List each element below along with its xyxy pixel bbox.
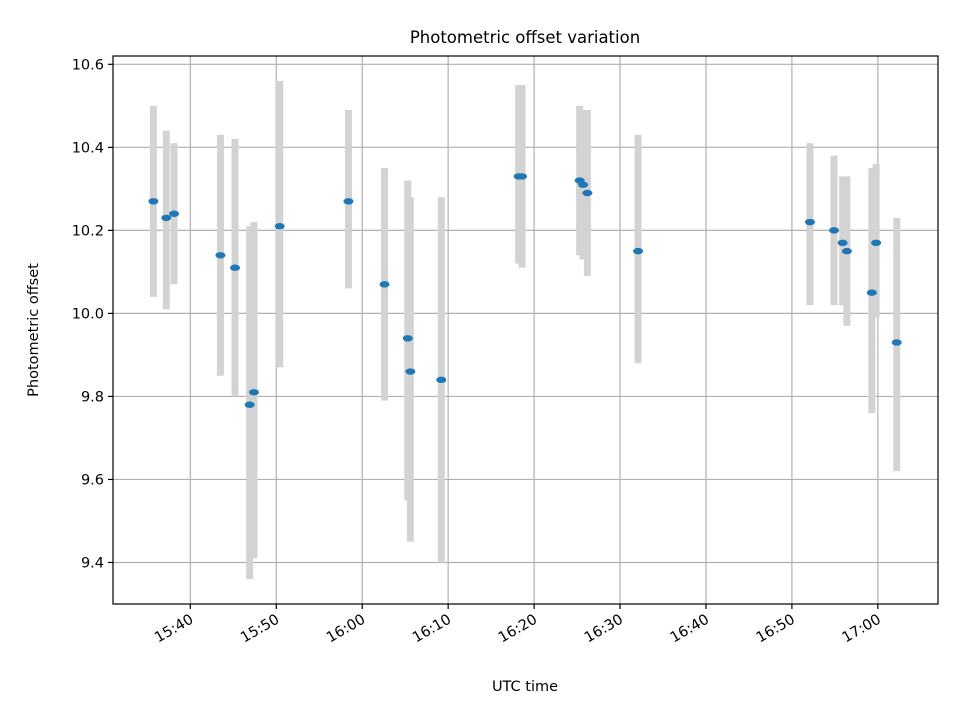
chart-title: Photometric offset variation [410, 28, 640, 47]
data-point [871, 239, 882, 247]
y-tick-label: 10.6 [72, 57, 104, 73]
y-tick-label: 10.2 [72, 223, 104, 239]
plot-frame [112, 55, 939, 605]
data-point [837, 239, 848, 247]
data-point [244, 401, 255, 408]
x-axis-label: UTC time [492, 679, 558, 695]
data-point [804, 218, 815, 226]
point-layer [148, 173, 902, 408]
data-point [379, 281, 390, 288]
data-point [582, 189, 593, 197]
data-point [891, 339, 902, 346]
y-tick-label: 9.8 [81, 389, 104, 405]
data-point [148, 198, 159, 205]
data-point [230, 264, 241, 271]
y-tick-label: 9.4 [81, 555, 104, 571]
data-point [215, 252, 226, 259]
data-point [436, 376, 447, 384]
data-point [633, 247, 644, 255]
data-point [517, 173, 528, 180]
data-point [402, 335, 413, 342]
x-tick-label: 16:50 [754, 612, 798, 647]
x-tick-label: 17:00 [840, 612, 884, 647]
data-point [248, 389, 259, 396]
x-tick-label: 16:00 [324, 612, 368, 647]
data-point [866, 289, 877, 296]
x-tick-label: 16:10 [410, 612, 454, 647]
data-point [841, 247, 852, 255]
x-tick-label: 15:50 [238, 612, 282, 647]
y-tick-label: 10.4 [72, 140, 104, 156]
x-tick-label: 16:30 [582, 612, 626, 647]
data-point [829, 227, 840, 234]
x-tick-label: 16:40 [668, 612, 712, 647]
y-tick-label: 9.6 [81, 472, 104, 488]
x-tick-label: 16:20 [496, 612, 540, 647]
data-point [169, 210, 180, 217]
data-point [578, 181, 589, 188]
data-point [161, 214, 172, 222]
errorbar-layer [149, 80, 901, 580]
tick-layer: 15:40 15:50 16:00 16:10 16:20 16:30 16:40 16:50… [72, 57, 884, 646]
data-point [405, 368, 416, 375]
data-point [343, 198, 354, 205]
data-point [274, 223, 285, 230]
y-tick-label: 10.0 [72, 306, 104, 322]
y-axis-label: Photometric offset [26, 263, 42, 397]
x-tick-label: 15:40 [152, 612, 196, 647]
